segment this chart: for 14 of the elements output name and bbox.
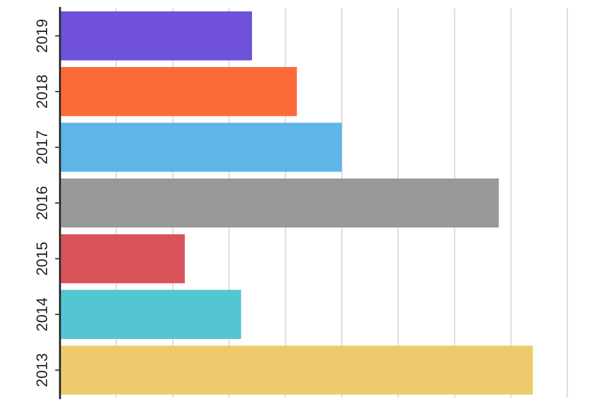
bar <box>60 122 342 172</box>
y-tick-label: 2014 <box>36 298 48 331</box>
bar <box>60 234 185 284</box>
bar <box>60 67 297 116</box>
y-tick-label: 2016 <box>36 186 48 220</box>
y-tick-label: 2013 <box>36 354 48 386</box>
y-tick-label: 2018 <box>36 75 48 108</box>
bar <box>60 178 499 228</box>
y-tick-label: 2015 <box>36 242 48 275</box>
y-tick-label: 2017 <box>36 131 48 164</box>
bar <box>60 11 252 60</box>
bar <box>60 290 242 339</box>
y-tick-label: 2019 <box>36 20 48 52</box>
bar <box>60 346 533 395</box>
